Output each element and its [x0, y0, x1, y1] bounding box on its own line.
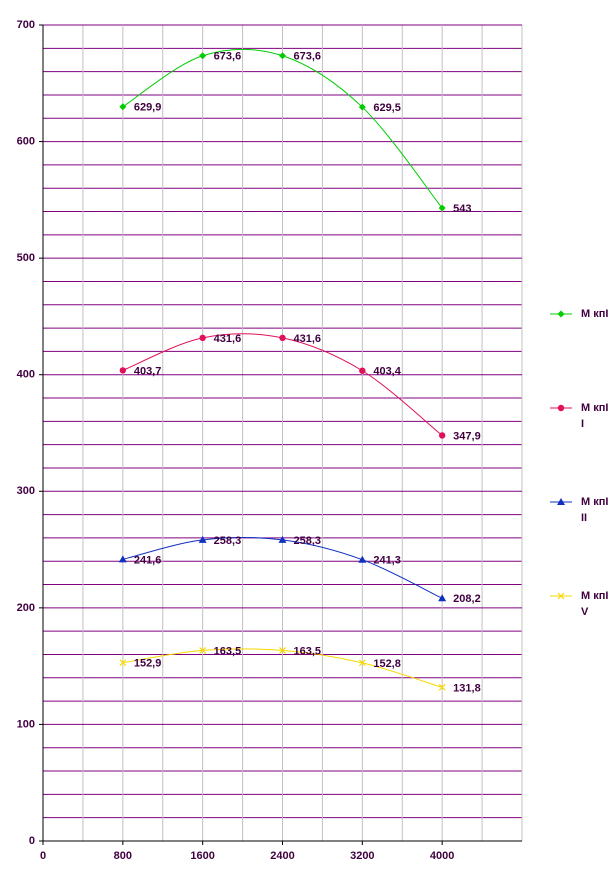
- data-point: [279, 52, 286, 60]
- marker-shape: [279, 334, 286, 342]
- data-label: 163,5: [294, 645, 322, 657]
- marker-shape: [438, 594, 447, 602]
- data-point: [438, 594, 447, 602]
- data-label: 131,8: [453, 682, 481, 694]
- data-point: [278, 535, 287, 543]
- data-label: 258,3: [214, 535, 242, 547]
- legend-marker: [557, 498, 565, 505]
- data-label: 403,4: [373, 366, 401, 378]
- marker-shape: [438, 204, 446, 212]
- marker-shape: [119, 367, 127, 374]
- data-point: [119, 367, 127, 374]
- legend-marker: [557, 404, 565, 412]
- marker-shape: [438, 683, 446, 691]
- data-label: 629,5: [373, 102, 401, 114]
- legend-label: M кпIII: [581, 496, 609, 524]
- legend-marker: [557, 310, 565, 318]
- data-label: 208,2: [453, 593, 481, 605]
- marker-shape: [278, 535, 287, 543]
- data-label: 152,9: [134, 658, 162, 670]
- y-tick-label: 100: [17, 718, 35, 730]
- data-point: [358, 659, 366, 667]
- y-tick-label: 700: [17, 19, 35, 31]
- data-label: 673,6: [214, 51, 242, 63]
- data-point: [199, 646, 207, 654]
- x-tick-label: 3200: [350, 850, 374, 862]
- marker-shape: [119, 103, 127, 111]
- marker-shape: [199, 52, 207, 60]
- marker-shape: [359, 367, 366, 374]
- data-point: [119, 659, 127, 667]
- data-point: [198, 535, 207, 543]
- data-point: [199, 334, 206, 342]
- legend-label: M кпI: [581, 308, 609, 320]
- data-label: 431,6: [294, 333, 322, 345]
- marker-shape: [358, 103, 366, 111]
- marker-shape: [119, 659, 127, 667]
- data-label: 431,6: [214, 333, 242, 345]
- x-tick-label: 0: [40, 850, 46, 862]
- legend-marker: [557, 592, 565, 600]
- data-point: [359, 367, 366, 374]
- data-point: [438, 683, 446, 691]
- data-point: [438, 204, 446, 212]
- data-point: [358, 103, 366, 111]
- x-tick-label: 800: [114, 850, 132, 862]
- data-label: 347,9: [453, 430, 481, 442]
- x-tick-label: 2400: [270, 850, 294, 862]
- data-label: 152,8: [373, 658, 401, 670]
- y-tick-label: 600: [17, 135, 35, 147]
- marker-shape: [279, 52, 286, 60]
- marker-shape: [557, 310, 565, 318]
- marker-shape: [198, 535, 207, 543]
- data-point: [279, 646, 286, 654]
- marker-shape: [199, 334, 206, 342]
- marker-shape: [358, 659, 366, 667]
- data-point: [358, 555, 367, 563]
- marker-shape: [199, 646, 207, 654]
- marker-shape: [557, 592, 565, 600]
- data-label: 241,3: [373, 555, 401, 567]
- legend-label: M кпIV: [581, 590, 609, 618]
- data-point: [438, 432, 446, 439]
- data-point: [118, 555, 127, 563]
- y-tick-label: 200: [17, 602, 35, 614]
- marker-shape: [557, 498, 565, 505]
- y-tick-label: 500: [17, 252, 35, 264]
- legend-label: M кпII: [581, 402, 609, 430]
- data-point: [119, 103, 127, 111]
- y-tick-label: 300: [17, 485, 35, 497]
- data-label: 543: [453, 203, 471, 215]
- data-label: 163,5: [214, 645, 242, 657]
- data-label: 258,3: [294, 535, 322, 547]
- y-tick-label: 0: [29, 835, 35, 847]
- marker-shape: [358, 555, 367, 563]
- marker-shape: [279, 646, 286, 654]
- data-point: [279, 334, 286, 342]
- x-tick-label: 4000: [430, 850, 454, 862]
- data-label: 673,6: [294, 51, 322, 63]
- data-label: 241,6: [134, 554, 162, 566]
- marker-shape: [557, 404, 565, 412]
- data-label: 629,9: [134, 102, 162, 114]
- data-point: [199, 52, 207, 60]
- marker-shape: [118, 555, 127, 563]
- marker-shape: [438, 432, 446, 439]
- data-label: 403,7: [134, 365, 162, 377]
- x-tick-label: 1600: [190, 850, 214, 862]
- y-tick-label: 400: [17, 369, 35, 381]
